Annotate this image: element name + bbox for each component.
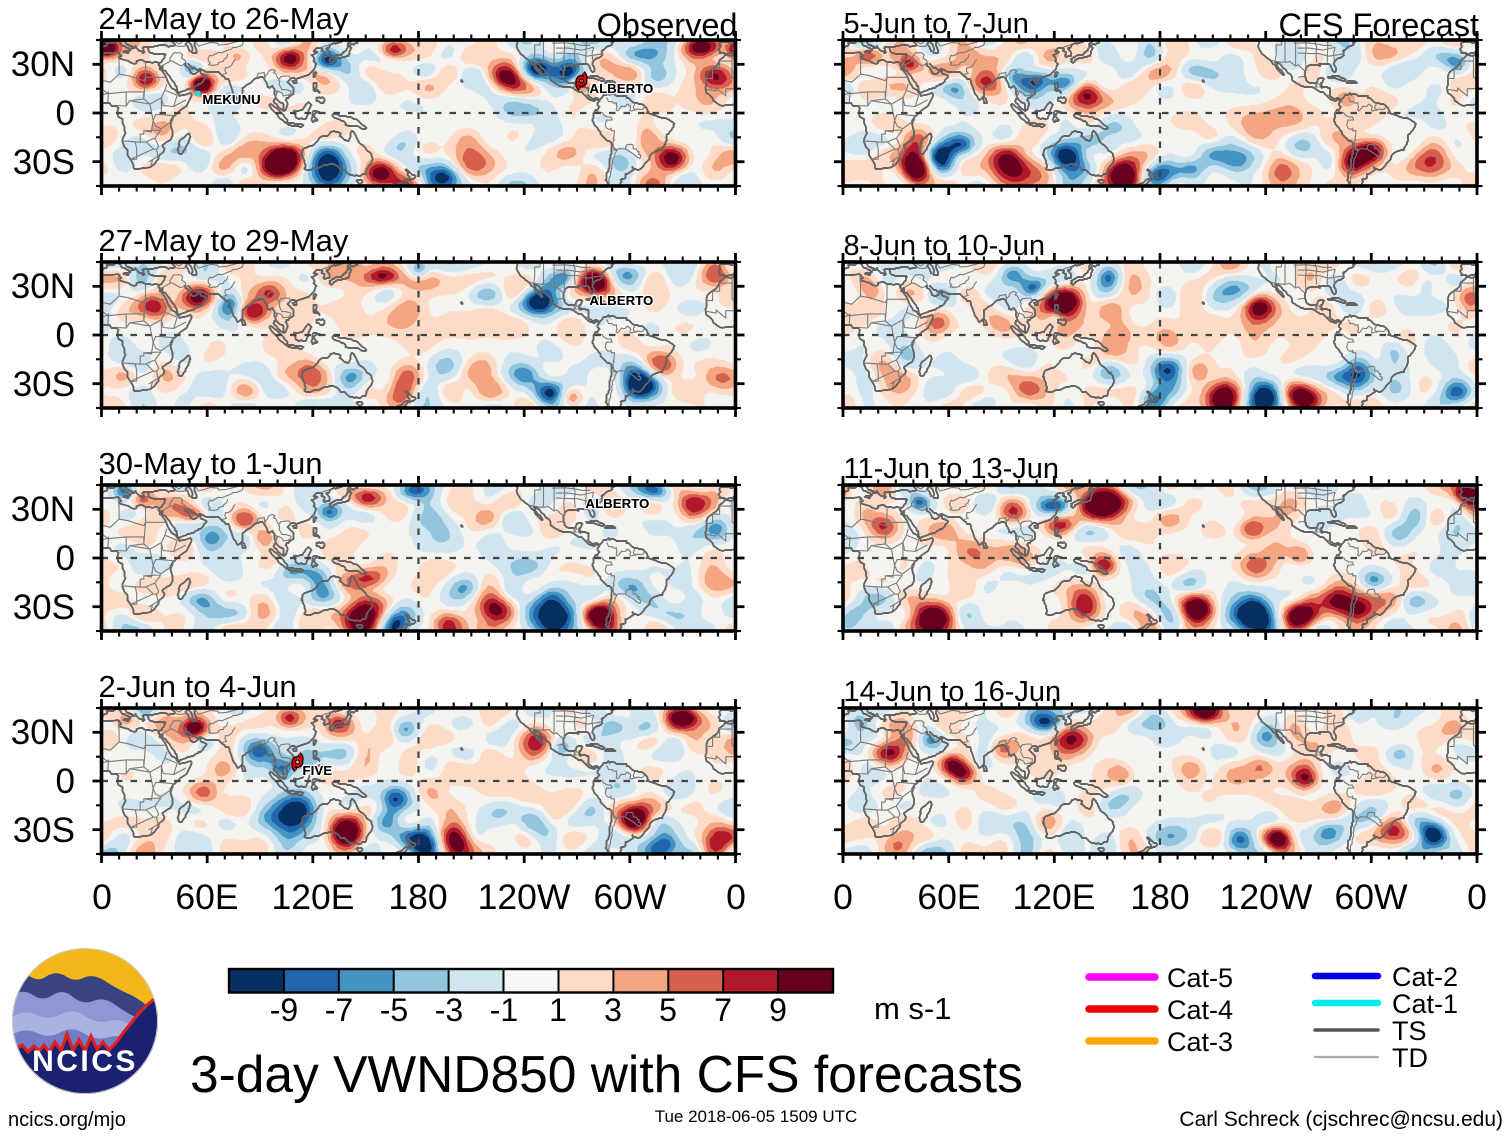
svg-text:ALBERTO: ALBERTO: [590, 81, 654, 96]
svg-text:120W: 120W: [478, 877, 571, 917]
svg-text:2-Jun to 4-Jun: 2-Jun to 4-Jun: [99, 669, 297, 704]
svg-text:-1: -1: [490, 992, 518, 1028]
svg-text:27-May to 29-May: 27-May to 29-May: [99, 223, 349, 258]
svg-text:0: 0: [56, 316, 75, 355]
svg-text:m s-1: m s-1: [874, 991, 952, 1026]
svg-text:24-May to 26-May: 24-May to 26-May: [99, 1, 349, 36]
svg-text:180: 180: [388, 877, 447, 917]
svg-text:-7: -7: [325, 992, 353, 1028]
svg-text:Carl Schreck (cjschrec@ncsu.ed: Carl Schreck (cjschrec@ncsu.edu): [1179, 1108, 1503, 1131]
svg-text:Cat-2: Cat-2: [1392, 962, 1458, 992]
svg-text:30S: 30S: [13, 588, 75, 627]
svg-text:11-Jun to 13-Jun: 11-Jun to 13-Jun: [844, 453, 1060, 485]
svg-text:ALBERTO: ALBERTO: [590, 293, 654, 308]
svg-text:120E: 120E: [1013, 877, 1096, 917]
svg-text:30N: 30N: [11, 45, 75, 84]
svg-text:0: 0: [56, 94, 75, 133]
svg-text:0: 0: [56, 762, 75, 801]
svg-text:30N: 30N: [11, 713, 75, 752]
svg-text:30-May to 1-Jun: 30-May to 1-Jun: [99, 446, 323, 481]
svg-text:0: 0: [56, 539, 75, 578]
svg-text:ALBERTO: ALBERTO: [590, 81, 654, 96]
svg-text:14-Jun to 16-Jun: 14-Jun to 16-Jun: [844, 676, 1062, 708]
svg-text:FIVE: FIVE: [303, 763, 333, 778]
svg-text:9: 9: [769, 992, 787, 1028]
svg-text:TS: TS: [1392, 1016, 1427, 1046]
svg-text:-5: -5: [380, 992, 408, 1028]
svg-text:Tue 2018-06-05 1509 UTC: Tue 2018-06-05 1509 UTC: [655, 1107, 858, 1126]
svg-text:Cat-3: Cat-3: [1167, 1027, 1233, 1057]
svg-text:60E: 60E: [917, 877, 980, 917]
svg-text:30N: 30N: [11, 267, 75, 306]
svg-text:ALBERTO: ALBERTO: [586, 496, 650, 511]
svg-text:ALBERTO: ALBERTO: [586, 496, 650, 511]
svg-text:180: 180: [1130, 877, 1189, 917]
svg-text:120W: 120W: [1220, 877, 1313, 917]
svg-text:5: 5: [659, 992, 677, 1028]
svg-text:1: 1: [549, 992, 567, 1028]
svg-text:MEKUNU: MEKUNU: [203, 92, 261, 107]
svg-text:Cat-1: Cat-1: [1392, 989, 1458, 1019]
svg-text:3-day VWND850 with CFS forecas: 3-day VWND850 with CFS forecasts: [190, 1045, 1023, 1103]
svg-text:ncics.org/mjo: ncics.org/mjo: [8, 1109, 126, 1131]
svg-text:NCICS: NCICS: [32, 1045, 138, 1078]
svg-text:5-Jun to 7-Jun: 5-Jun to 7-Jun: [844, 8, 1029, 40]
svg-text:FIVE: FIVE: [303, 763, 333, 778]
svg-text:Cat-5: Cat-5: [1167, 963, 1233, 993]
svg-text:-3: -3: [435, 992, 463, 1028]
svg-text:0: 0: [92, 877, 112, 917]
svg-text:3: 3: [604, 992, 622, 1028]
svg-text:Cat-4: Cat-4: [1167, 995, 1233, 1025]
svg-text:0: 0: [833, 877, 853, 917]
svg-text:30S: 30S: [13, 811, 75, 850]
svg-text:0: 0: [1467, 877, 1487, 917]
svg-text:7: 7: [714, 992, 732, 1028]
svg-text:CFS Forecast: CFS Forecast: [1279, 7, 1479, 43]
svg-text:30S: 30S: [13, 365, 75, 404]
svg-text:8-Jun to 10-Jun: 8-Jun to 10-Jun: [844, 230, 1046, 262]
svg-text:0: 0: [726, 877, 746, 917]
svg-text:MEKUNU: MEKUNU: [203, 92, 261, 107]
svg-text:-9: -9: [270, 992, 298, 1028]
svg-text:Observed: Observed: [597, 7, 738, 43]
svg-text:60W: 60W: [1335, 877, 1408, 917]
svg-text:60E: 60E: [175, 877, 238, 917]
svg-text:120E: 120E: [272, 877, 355, 917]
svg-text:TD: TD: [1392, 1043, 1428, 1073]
svg-text:60W: 60W: [594, 877, 667, 917]
svg-text:ALBERTO: ALBERTO: [590, 293, 654, 308]
svg-text:30S: 30S: [13, 143, 75, 182]
svg-text:30N: 30N: [11, 490, 75, 529]
